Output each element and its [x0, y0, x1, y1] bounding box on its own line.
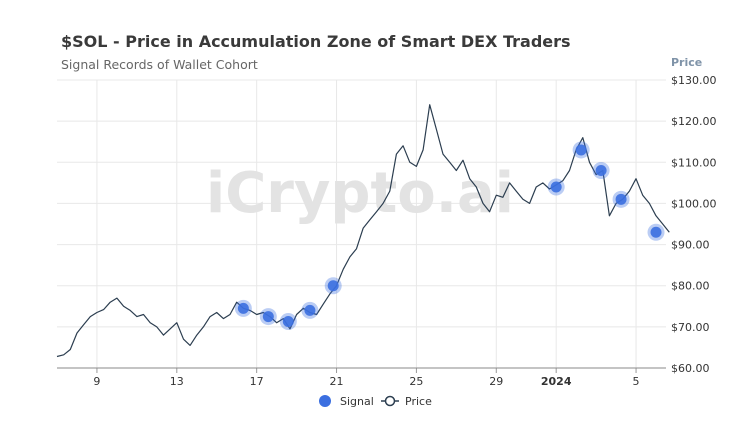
y-tick-label: $120.00 — [671, 115, 717, 128]
x-tick-label: 29 — [489, 375, 503, 388]
legend-signal-label: Signal — [340, 395, 374, 408]
legend-price-label: Price — [405, 395, 432, 408]
x-tick-label: 5 — [633, 375, 640, 388]
x-tick-label: 25 — [409, 375, 423, 388]
signal-marker — [304, 304, 316, 316]
signal-marker — [237, 302, 249, 314]
y-axis: Price $60.00 $70.00 $80.00 $90.00 $100.00 $11… — [671, 56, 717, 375]
y-tick-label: $60.00 — [671, 362, 710, 375]
y-tick-label: $70.00 — [671, 321, 710, 334]
grid-lines — [57, 79, 666, 369]
chart-title: $SOL - Price in Accumulation Zone of Sma… — [61, 32, 571, 51]
y-tick-label: $100.00 — [671, 197, 717, 210]
y-axis-title: Price — [671, 56, 702, 69]
signal-marker — [550, 181, 562, 193]
signal-marker — [262, 311, 274, 323]
legend-item-price[interactable]: Price — [381, 395, 432, 408]
y-tick-label: $110.00 — [671, 156, 717, 169]
signal-marker — [595, 165, 607, 177]
y-tick-label: $80.00 — [671, 280, 710, 293]
signal-markers — [234, 141, 665, 331]
signal-marker — [327, 280, 339, 292]
legend[interactable]: Signal Price — [319, 395, 432, 408]
signal-marker — [282, 316, 294, 328]
x-tick-label: 2024 — [541, 375, 572, 388]
x-tick-label: 21 — [330, 375, 344, 388]
x-axis: 9 13 17 21 25 29 2024 5 — [57, 367, 666, 388]
signal-marker — [650, 226, 662, 238]
chart-subtitle: Signal Records of Wallet Cohort — [61, 57, 258, 72]
legend-item-signal[interactable]: Signal — [319, 395, 374, 408]
legend-signal-marker — [319, 395, 331, 407]
y-tick-label: $130.00 — [671, 74, 717, 87]
legend-price-marker — [384, 395, 396, 407]
y-tick-label: $90.00 — [671, 239, 710, 252]
x-tick-label: 9 — [93, 375, 100, 388]
x-tick-label: 13 — [170, 375, 184, 388]
signal-marker — [575, 144, 587, 156]
x-tick-label: 17 — [250, 375, 264, 388]
signal-marker — [615, 193, 627, 205]
watermark: iCrypto.ai — [206, 161, 514, 226]
price-line — [56, 104, 670, 358]
